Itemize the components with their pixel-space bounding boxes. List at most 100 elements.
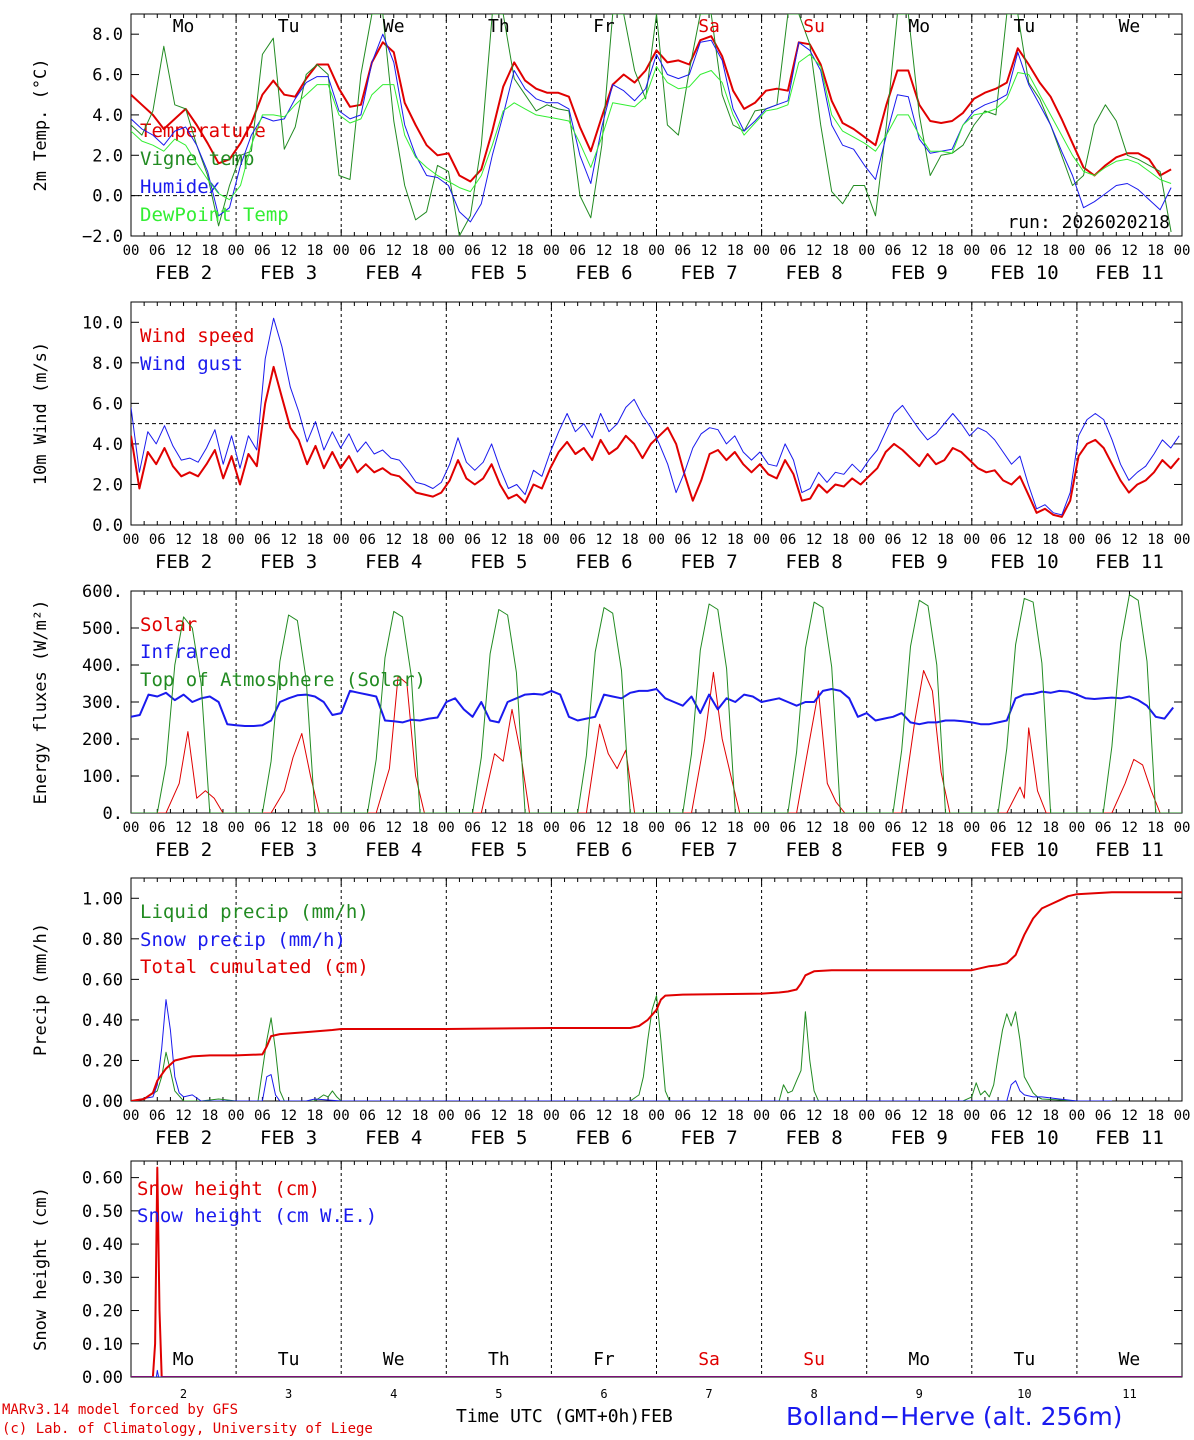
hour-tick-label: 06 xyxy=(885,532,902,548)
hour-tick-label: 18 xyxy=(622,820,639,836)
series-top-of-atmosphere-solar- xyxy=(131,594,1182,813)
date-label: FEB 3 xyxy=(260,839,317,861)
hour-tick-label: 18 xyxy=(412,1108,429,1124)
y-tick-label: 0.00 xyxy=(82,1092,123,1112)
hour-tick-label: 06 xyxy=(990,820,1007,836)
y-tick-label: 0.20 xyxy=(82,1302,123,1322)
hour-tick-label: 18 xyxy=(1042,532,1059,548)
series-wind-gust xyxy=(131,317,1180,516)
legend-wind-speed: Wind speed xyxy=(140,325,254,347)
y-tick-label: 600. xyxy=(82,582,123,602)
hour-tick-label: 12 xyxy=(806,820,823,836)
hour-tick-label: 12 xyxy=(280,532,297,548)
x-axis-title-text: Time UTC (GMT+0h) xyxy=(456,1406,641,1427)
hour-tick-label: 06 xyxy=(779,532,796,548)
series-snow-height-cm- xyxy=(131,1166,1182,1377)
hour-tick-label: 06 xyxy=(359,1108,376,1124)
series-dewpoint-temp xyxy=(131,53,1172,201)
hour-tick-label: 18 xyxy=(201,243,218,259)
y-tick-label: 400. xyxy=(82,656,123,676)
date-label: FEB 2 xyxy=(155,839,212,861)
date-label: FEB 8 xyxy=(786,1127,843,1149)
hour-tick-label: 00 xyxy=(858,820,875,836)
hour-tick-label: 12 xyxy=(490,243,507,259)
hour-tick-label: 06 xyxy=(464,1108,481,1124)
y-tick-label: 0.30 xyxy=(82,1268,123,1288)
hour-tick-label: 06 xyxy=(990,243,1007,259)
date-label: FEB 5 xyxy=(470,551,527,573)
hour-tick-label: 18 xyxy=(832,532,849,548)
hour-tick-label: 18 xyxy=(832,1108,849,1124)
hour-tick-label: 12 xyxy=(806,532,823,548)
hour-tick-label: 18 xyxy=(937,1108,954,1124)
hour-tick-label: 00 xyxy=(123,820,140,836)
day-number: 11 xyxy=(1122,1387,1136,1401)
hour-tick-label: 06 xyxy=(674,243,691,259)
hour-tick-label: 18 xyxy=(306,820,323,836)
hour-tick-label: 18 xyxy=(517,243,534,259)
hour-tick-label: 18 xyxy=(937,532,954,548)
hour-tick-label: 06 xyxy=(149,820,166,836)
y-tick-label: 300. xyxy=(82,693,123,713)
series-humidex xyxy=(131,33,1172,223)
weekday-label: Mo xyxy=(908,1349,930,1370)
hour-tick-label: 06 xyxy=(254,532,271,548)
hour-tick-label: 12 xyxy=(806,1108,823,1124)
panel-2: 0.0 2.0 4.0 6.0 8.0 10.0 10m Wind (m/s) Wind sp… xyxy=(31,301,1190,573)
hour-tick-label: 00 xyxy=(228,243,245,259)
legend-snow-height-cm-w-e-: Snow height (cm W.E.) xyxy=(137,1205,377,1227)
date-label: FEB 4 xyxy=(365,839,422,861)
hour-tick-label: 18 xyxy=(306,532,323,548)
legend-humidex: Humidex xyxy=(140,176,220,198)
series-snow-precip-mm-h- xyxy=(131,999,1112,1101)
hour-tick-label: 18 xyxy=(201,1108,218,1124)
hour-tick-label: 00 xyxy=(123,532,140,548)
x-axis-month: FEB xyxy=(640,1406,673,1427)
hour-tick-label: 18 xyxy=(1042,243,1059,259)
date-label: FEB 7 xyxy=(680,1127,737,1149)
y-tick-label: 500. xyxy=(82,619,123,639)
hour-tick-label: 06 xyxy=(674,532,691,548)
hour-tick-label: 00 xyxy=(438,1108,455,1124)
weekday-label: Fr xyxy=(593,1349,615,1370)
hour-tick-label: 00 xyxy=(543,820,560,836)
hour-tick-label: 00 xyxy=(543,243,560,259)
y-axis-label: Snow height (cm) xyxy=(31,1187,51,1351)
date-label: FEB 9 xyxy=(891,839,948,861)
y-axis-label: 2m Temp. (°C) xyxy=(31,58,51,191)
series-wind-speed xyxy=(131,365,1180,518)
hour-tick-label: 06 xyxy=(569,532,586,548)
date-label: FEB 7 xyxy=(680,551,737,573)
hour-tick-label: 00 xyxy=(228,820,245,836)
hour-tick-label: 18 xyxy=(517,1108,534,1124)
weekday-label: Fr xyxy=(593,16,615,37)
hour-tick-label: 00 xyxy=(858,1108,875,1124)
hour-tick-label: 06 xyxy=(779,243,796,259)
weekday-label: We xyxy=(1119,16,1141,37)
legend-solar: Solar xyxy=(140,614,197,636)
hour-tick-label: 00 xyxy=(1068,243,1085,259)
y-tick-label: 2.0 xyxy=(92,475,123,495)
date-label: FEB 9 xyxy=(891,1127,948,1149)
date-label: FEB 2 xyxy=(155,551,212,573)
y-tick-label: 0.00 xyxy=(82,1368,123,1388)
hour-tick-label: 12 xyxy=(385,1108,402,1124)
y-tick-label: −2.0 xyxy=(82,227,123,247)
weekday-label: Tu xyxy=(278,16,300,37)
hour-tick-label: 00 xyxy=(333,532,350,548)
hour-tick-label: 00 xyxy=(753,532,770,548)
run-label: run: 2026020218 xyxy=(1007,212,1170,233)
hour-tick-label: 06 xyxy=(464,243,481,259)
hour-tick-label: 06 xyxy=(569,1108,586,1124)
hour-tick-label: 12 xyxy=(911,243,928,259)
hour-tick-label: 00 xyxy=(543,1108,560,1124)
hour-tick-label: 12 xyxy=(280,243,297,259)
hour-tick-label: 06 xyxy=(779,1108,796,1124)
hour-tick-label: 12 xyxy=(701,820,718,836)
weekday-label: Sa xyxy=(698,16,720,37)
hour-tick-label: 00 xyxy=(543,532,560,548)
weekday-label: Tu xyxy=(1014,1349,1036,1370)
date-label: FEB 2 xyxy=(155,1127,212,1149)
legend-top-of-atmosphere-solar-: Top of Atmosphere (Solar) xyxy=(140,669,426,691)
weekday-label: Tu xyxy=(278,1349,300,1370)
